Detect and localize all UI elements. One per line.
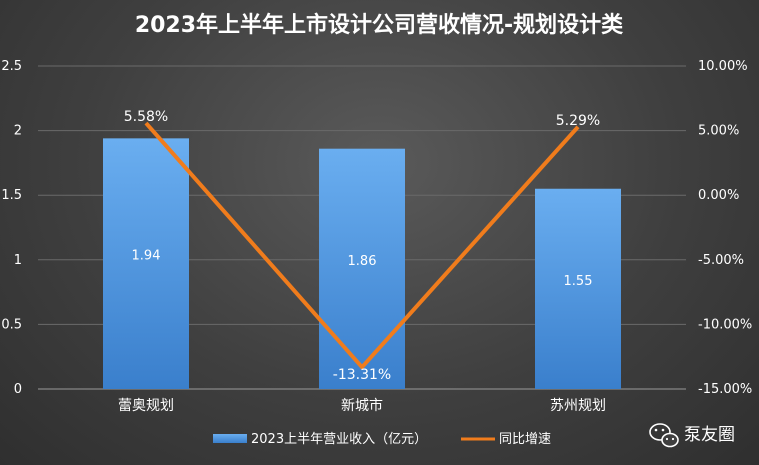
left-tick-label: 0 <box>14 382 22 397</box>
growth-line-path <box>144 121 580 371</box>
left-axis-ticks: 0 0.5 1 1.5 2 2.5 <box>1 59 22 397</box>
watermark-text: 泵友圈 <box>684 425 735 445</box>
left-tick-label: 1 <box>14 253 22 268</box>
right-tick-label: 10.00% <box>698 59 748 74</box>
right-tick-label: 0.00% <box>698 188 739 203</box>
right-tick-label: 5.00% <box>698 124 739 139</box>
bars: 1.94 1.86 1.55 <box>103 138 621 389</box>
watermark: 泵友圈 <box>649 423 735 448</box>
right-tick-label: -5.00% <box>698 253 744 268</box>
left-tick-label: 0.5 <box>1 317 22 332</box>
category-labels: 蕾奥规划 新城市 苏州规划 <box>118 397 606 414</box>
left-tick-label: 2 <box>14 124 22 139</box>
category-label: 苏州规划 <box>550 398 606 414</box>
right-tick-label: -10.00% <box>698 317 752 332</box>
left-tick-label: 1.5 <box>1 188 22 203</box>
category-label: 蕾奥规划 <box>118 397 174 414</box>
bar <box>535 188 621 389</box>
legend-bar-swatch <box>213 434 247 443</box>
wechat-icon <box>649 423 679 448</box>
line-value-label: 5.29% <box>556 113 600 129</box>
chart-title: 2023年上半年上市设计公司营收情况-规划设计类 <box>135 12 624 38</box>
left-tick-label: 2.5 <box>1 59 22 74</box>
bar <box>319 148 405 389</box>
category-label: 新城市 <box>341 397 383 414</box>
right-axis-ticks: -15.00% -10.00% -5.00% 0.00% 5.00% 10.00% <box>698 59 752 397</box>
legend: 2023上半年营业收入（亿元） 同比增速 <box>213 432 551 447</box>
right-tick-label: -15.00% <box>698 382 752 397</box>
legend-bar-label: 2023上半年营业收入（亿元） <box>251 432 427 447</box>
growth-line: 5.58% -13.31% 5.29% <box>124 109 600 383</box>
legend-line-label: 同比增速 <box>499 432 551 447</box>
bar-value-label: 1.55 <box>564 274 593 289</box>
line-value-label: -13.31% <box>333 367 391 383</box>
bar-value-label: 1.86 <box>348 254 377 269</box>
bar-value-label: 1.94 <box>132 249 161 264</box>
line-value-label: 5.58% <box>124 109 168 125</box>
bar <box>103 138 189 389</box>
